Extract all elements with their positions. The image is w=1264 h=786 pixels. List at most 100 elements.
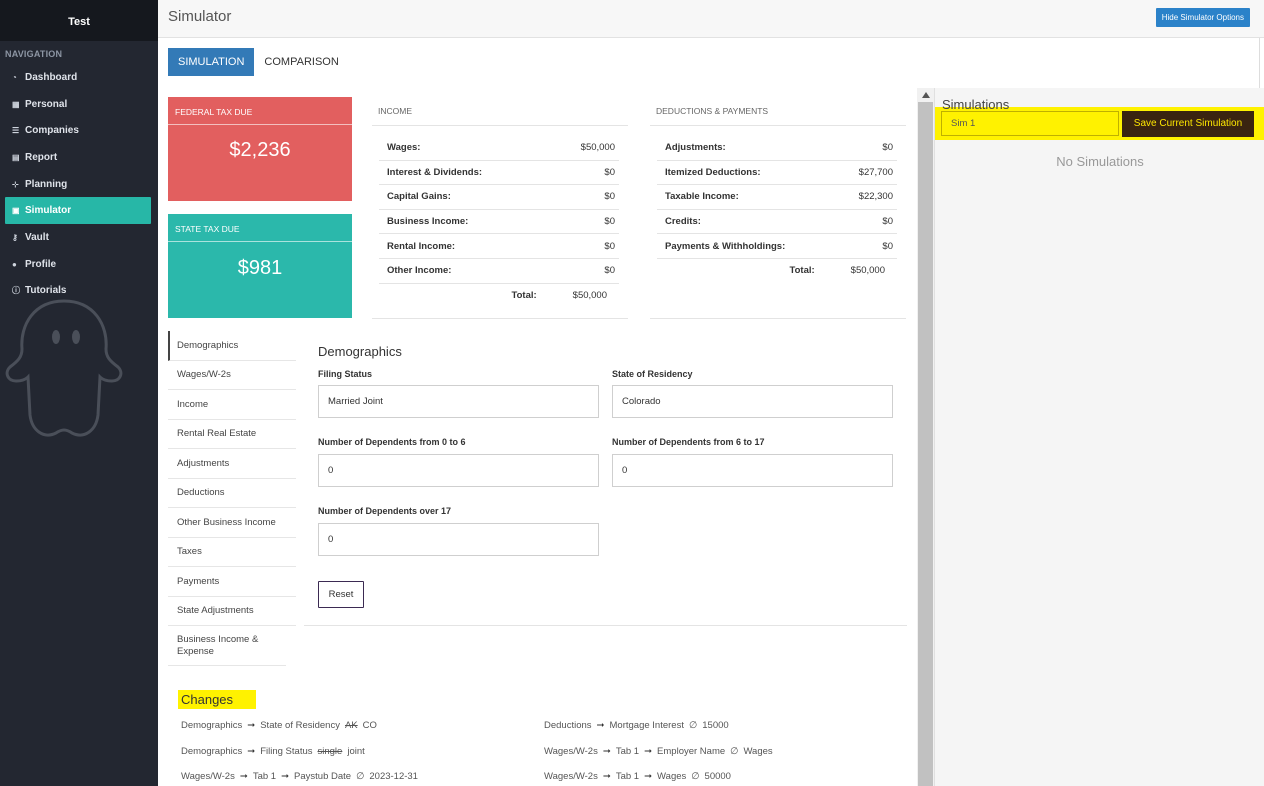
- file-icon: ▤: [12, 152, 20, 162]
- row-label: Business Income:: [387, 216, 469, 228]
- row-label: Wages:: [387, 142, 421, 154]
- section-other-business-income[interactable]: Other Business Income: [168, 508, 296, 538]
- sidebar-item-dashboard[interactable]: ◔ Dashboard: [5, 64, 151, 91]
- table-row: Business Income: $0: [379, 210, 619, 235]
- simulations-title: Simulations: [942, 97, 1010, 112]
- sidebar-item-planning[interactable]: ⊹ Planning: [5, 171, 151, 198]
- table-row: Credits: $0: [657, 210, 897, 235]
- change-old-value: single: [317, 746, 343, 757]
- row-label: Interest & Dividends:: [387, 166, 483, 178]
- arrow-right-icon: ➞: [644, 771, 653, 782]
- section-payments[interactable]: Payments: [168, 567, 296, 597]
- row-value: $27,700: [858, 166, 893, 178]
- sitemap-icon: ⊹: [12, 179, 19, 189]
- sidebar-item-personal[interactable]: ▦ Personal: [5, 91, 151, 118]
- sidebar-item-companies[interactable]: ☰ Companies: [5, 117, 151, 144]
- change-item: Demographics ➞ Filing Status single joint: [181, 746, 365, 757]
- arrow-right-icon: ➞: [247, 720, 256, 731]
- change-new-value: 50000: [704, 771, 731, 782]
- section-income[interactable]: Income: [168, 390, 296, 420]
- row-label: Rental Income:: [387, 240, 456, 252]
- income-heading: INCOME: [378, 106, 412, 116]
- table-row: Payments & Withholdings: $0: [657, 234, 897, 259]
- divider: [304, 625, 907, 626]
- sidebar-item-report[interactable]: ▤ Report: [5, 144, 151, 171]
- table-row: Itemized Deductions: $27,700: [657, 161, 897, 186]
- state-tax-due-value: $981: [237, 257, 283, 279]
- dependents-6-17-input[interactable]: 0: [612, 454, 893, 487]
- nav-title: NAVIGATION: [5, 49, 63, 59]
- change-item: Wages/W-2s ➞ Tab 1 ➞ Paystub Date ∅ 2023-12-31: [181, 771, 418, 782]
- sidebar-item-label: Report: [25, 151, 58, 163]
- sidebar-item-profile[interactable]: ● Profile: [5, 251, 151, 278]
- filing-status-select[interactable]: Married Joint: [318, 385, 599, 418]
- simulations-panel: Simulations Sim 1 Save Current Simulatio…: [934, 88, 1264, 786]
- row-value: $50,000: [580, 142, 615, 154]
- divider: [1259, 38, 1260, 88]
- row-label: Itemized Deductions:: [665, 166, 761, 178]
- dependents-0-6-input[interactable]: 0: [318, 454, 599, 487]
- change-path-part: Deductions: [544, 720, 592, 731]
- change-path-part: Filing Status: [260, 746, 313, 757]
- deductions-table: Adjustments: $0 Itemized Deductions: $27,7…: [657, 136, 897, 283]
- total-label: Total:: [789, 265, 815, 277]
- row-value: $0: [882, 142, 893, 154]
- section-business-income-expense[interactable]: Business Income & Expense: [168, 626, 286, 666]
- sidebar-item-tutorials[interactable]: ⓘ Tutorials: [5, 278, 151, 305]
- scroll-up-icon[interactable]: [917, 88, 934, 102]
- simulation-name-input[interactable]: Sim 1: [941, 111, 1119, 136]
- table-row: Adjustments: $0: [657, 136, 897, 161]
- table-row: Wages: $50,000: [379, 136, 619, 161]
- change-old-value: ∅: [691, 771, 700, 782]
- tab-simulation[interactable]: SIMULATION: [168, 48, 255, 76]
- brand-name: Test: [0, 0, 158, 41]
- list-icon: ☰: [12, 126, 20, 136]
- section-wages[interactable]: Wages/W-2s: [168, 361, 296, 390]
- changes-title: Changes: [178, 690, 256, 709]
- save-current-simulation-button[interactable]: Save Current Simulation: [1122, 111, 1254, 137]
- section-state-adjustments[interactable]: State Adjustments: [168, 597, 296, 626]
- tab-comparison[interactable]: COMPARISON: [264, 56, 339, 68]
- section-demographics[interactable]: Demographics: [168, 331, 296, 361]
- total-row: Total: $50,000: [657, 259, 897, 283]
- section-adjustments[interactable]: Adjustments: [168, 449, 296, 479]
- total-value: $50,000: [572, 290, 607, 302]
- total-value: $50,000: [850, 265, 885, 277]
- row-value: $0: [882, 216, 893, 228]
- arrow-right-icon: ➞: [239, 771, 248, 782]
- change-new-value: Wages: [743, 746, 773, 757]
- scrollbar-thumb[interactable]: [918, 102, 933, 786]
- row-value: $0: [604, 191, 615, 203]
- change-path-part: Wages/W-2s: [181, 771, 235, 782]
- section-rental-real-estate[interactable]: Rental Real Estate: [168, 420, 296, 449]
- row-value: $0: [604, 240, 615, 252]
- divider: [372, 125, 628, 126]
- change-path-part: Tab 1: [252, 771, 277, 782]
- row-label: Capital Gains:: [387, 191, 451, 203]
- sidebar-item-label: Companies: [25, 125, 79, 137]
- sidebar-item-label: Dashboard: [25, 71, 78, 83]
- dependents-6-17-label: Number of Dependents from 6 to 17: [612, 437, 765, 447]
- section-deductions[interactable]: Deductions: [168, 479, 296, 508]
- sidebar-item-vault[interactable]: ⚷ Vault: [5, 224, 151, 251]
- row-value: $0: [604, 166, 615, 178]
- arrow-right-icon: ➞: [644, 746, 653, 757]
- hide-simulator-options-button[interactable]: Hide Simulator Options: [1155, 8, 1250, 27]
- ghost-icon: [5, 299, 123, 437]
- change-old-value: AK: [344, 720, 358, 731]
- dependents-over-17-input[interactable]: 0: [318, 523, 599, 556]
- table-row: Other Income: $0: [379, 259, 619, 284]
- sidebar-item-simulator[interactable]: ▣ Simulator: [5, 197, 151, 225]
- row-label: Taxable Income:: [665, 191, 739, 203]
- section-taxes[interactable]: Taxes: [168, 538, 296, 567]
- arrow-right-icon: ➞: [602, 771, 611, 782]
- change-new-value: CO: [362, 720, 377, 731]
- reset-button[interactable]: Reset: [318, 581, 364, 608]
- form-title: Demographics: [318, 344, 402, 359]
- income-table: Wages: $50,000 Interest & Dividends: $0 Ca…: [379, 136, 619, 308]
- vertical-scrollbar[interactable]: [917, 88, 934, 786]
- sidebar-item-label: Profile: [25, 258, 57, 270]
- state-of-residency-select[interactable]: Colorado: [612, 385, 893, 418]
- table-row: Capital Gains: $0: [379, 185, 619, 210]
- table-icon: ▦: [12, 99, 20, 109]
